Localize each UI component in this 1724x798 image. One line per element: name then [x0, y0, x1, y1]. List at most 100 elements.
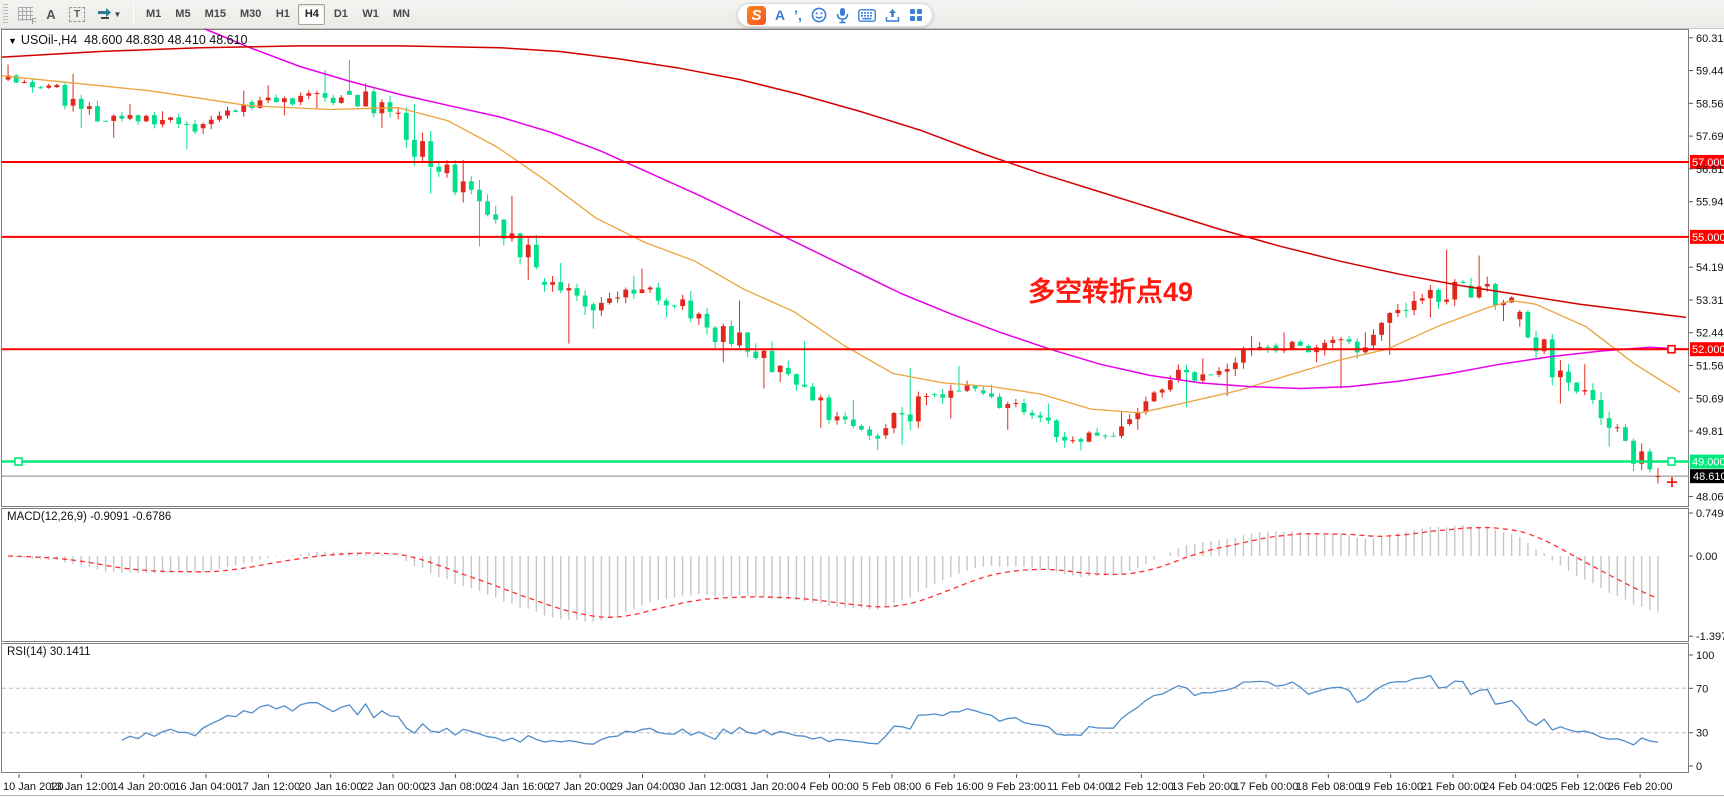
- timeframe-button-h4[interactable]: H4: [298, 3, 326, 25]
- candle-body: [1558, 370, 1563, 378]
- candle-body: [1411, 300, 1417, 311]
- candle-body: [1631, 440, 1636, 464]
- t-box-glyph: T: [69, 6, 85, 22]
- candle-body: [5, 75, 11, 80]
- candle-body: [298, 95, 304, 103]
- candle-body: [1322, 342, 1328, 350]
- candle-body: [21, 81, 27, 83]
- price-axis-label: 57.690: [1696, 131, 1724, 143]
- candle-body: [558, 282, 564, 291]
- candle-body: [493, 214, 499, 220]
- candle-body: [192, 124, 198, 132]
- candle-body: [948, 390, 954, 398]
- text-a-icon[interactable]: A: [46, 6, 56, 22]
- candle-body: [680, 299, 686, 307]
- candle-body: [777, 365, 783, 373]
- upload-icon[interactable]: [885, 8, 900, 23]
- macd-panel-border: [1, 508, 1689, 642]
- candle-body: [395, 112, 401, 114]
- candle-body: [273, 97, 279, 103]
- timeframe-button-m15[interactable]: M15: [204, 8, 226, 20]
- candle-body: [1582, 390, 1588, 392]
- timeframe-button-h1[interactable]: H1: [275, 8, 290, 20]
- candles: [5, 59, 1661, 484]
- candle-body: [444, 164, 450, 174]
- chevron-down-icon[interactable]: ▼: [8, 36, 17, 46]
- candle-body: [696, 313, 702, 319]
- candle-body: [151, 115, 157, 125]
- candle-body: [1094, 432, 1100, 436]
- swap-arrows-icon[interactable]: ▼: [92, 3, 126, 25]
- candle-body: [590, 304, 596, 311]
- candle-body: [582, 295, 588, 307]
- time-axis-label: 18 Feb 08:00: [1296, 781, 1361, 793]
- candle-body: [86, 106, 92, 109]
- candle-body: [1501, 302, 1506, 306]
- price-axis-label: 49.815: [1696, 426, 1724, 438]
- keyboard-icon[interactable]: [858, 8, 876, 22]
- candle-body: [1102, 435, 1108, 437]
- timeframe-button-m30[interactable]: M30: [239, 8, 262, 20]
- candle-body: [1419, 298, 1425, 301]
- candle-body: [598, 302, 604, 311]
- grid-apps-icon[interactable]: [909, 8, 923, 22]
- candle-body: [1338, 339, 1344, 341]
- candle-body: [1395, 309, 1401, 314]
- candle-body: [1460, 281, 1466, 283]
- candle-body: [1598, 399, 1604, 419]
- candle-body: [1224, 369, 1230, 372]
- sogou-logo[interactable]: S: [747, 5, 766, 25]
- candle-body: [1005, 404, 1011, 409]
- price-axis-label: 52.440: [1696, 328, 1724, 340]
- text-object-icon[interactable]: T: [66, 3, 88, 25]
- toolbar-grip[interactable]: [3, 4, 8, 24]
- candle-body: [729, 326, 734, 344]
- candle-body: [607, 298, 612, 303]
- candle-body: [615, 297, 621, 299]
- candle-body: [1541, 339, 1547, 352]
- candle-body: [761, 350, 767, 359]
- timeframe-button-d1[interactable]: D1: [333, 8, 348, 20]
- emoji-icon[interactable]: [811, 7, 827, 23]
- grid-f-icon[interactable]: F: [14, 3, 37, 26]
- candle-body: [1655, 476, 1661, 478]
- price-axis-label: 56.815: [1696, 164, 1724, 176]
- timeframe-button-w1[interactable]: W1: [362, 8, 379, 20]
- chart-annotation-text[interactable]: 多空转折点49: [1028, 277, 1194, 307]
- candle-body: [753, 351, 759, 359]
- candle-body: [184, 123, 190, 125]
- candle-body: [1566, 371, 1571, 383]
- time-axis-label: 22 Jan 00:00: [361, 781, 425, 793]
- candle-body: [1346, 339, 1352, 342]
- candle-body: [46, 85, 52, 88]
- microphone-icon[interactable]: [836, 7, 849, 24]
- candle-body: [891, 413, 897, 429]
- candle-body: [241, 105, 247, 112]
- candle-body: [501, 219, 507, 239]
- price-axis-label: 51.565: [1696, 360, 1724, 372]
- candle-body: [1086, 432, 1092, 442]
- macd-histogram: [15, 524, 1659, 622]
- line-handle: [1667, 457, 1676, 466]
- time-axis-label: 16 Jan 04:00: [174, 781, 238, 793]
- time-axis-label: 23 Jan 08:00: [424, 781, 488, 793]
- candle-body: [631, 289, 637, 294]
- time-axis-label: 13 Feb 20:00: [1171, 781, 1236, 793]
- candle-body: [1037, 415, 1043, 418]
- candle-body: [225, 110, 230, 116]
- swap-arrows-glyph: [97, 8, 111, 19]
- candle-body: [1476, 286, 1482, 298]
- punctuation-toggle[interactable]: ’,: [794, 7, 802, 23]
- time-axis-label: 5 Feb 08:00: [863, 781, 922, 793]
- toolbar-separator: [133, 3, 134, 25]
- rsi-indicator-label: RSI(14) 30.1411: [7, 646, 91, 658]
- language-toggle[interactable]: A: [775, 7, 786, 23]
- timeframe-button-m1[interactable]: M1: [146, 8, 162, 20]
- candle-body: [1078, 439, 1084, 442]
- timeframe-button-mn[interactable]: MN: [392, 8, 410, 20]
- candle-body: [1200, 374, 1206, 381]
- timeframe-button-m5[interactable]: M5: [175, 8, 191, 20]
- time-axis-label: 26 Feb 20:00: [1608, 781, 1673, 793]
